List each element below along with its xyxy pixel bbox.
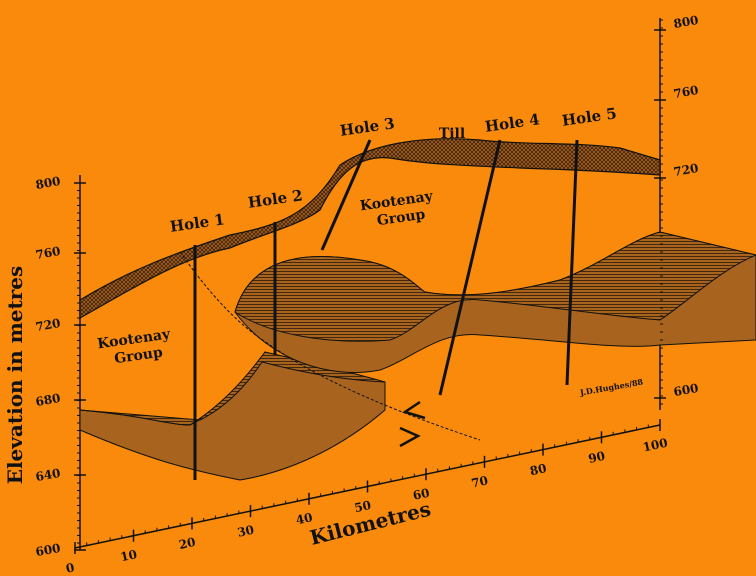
- hole-label: Hole 1: [169, 210, 226, 235]
- bottom-tick-label: 30: [236, 523, 255, 540]
- bottom-tick-label: 90: [587, 449, 606, 466]
- bottom-tick-label: 40: [295, 510, 314, 527]
- hole-label: Hole 5: [561, 104, 618, 129]
- right-tick-label: 800: [672, 13, 699, 31]
- right-tick-label: 720: [672, 161, 699, 179]
- hole-label: Hole 2: [247, 186, 304, 211]
- formation-line: Group: [376, 207, 427, 230]
- fault: [179, 251, 481, 441]
- right-tick-label: 600: [672, 381, 699, 399]
- credit: J.D.Hughes/88: [578, 377, 644, 398]
- formation-label: Kootenay Group: [359, 188, 441, 232]
- left-tick-label: 680: [34, 391, 61, 409]
- left-axis-title: Elevation in metres: [3, 266, 27, 485]
- left-tick-label: 640: [34, 466, 61, 484]
- bottom-tick-label: 10: [119, 547, 138, 564]
- arrows: [399, 400, 426, 448]
- till-band: [79, 138, 661, 320]
- bottom-tick-label: 60: [412, 486, 431, 503]
- left-tick-label: 600: [34, 541, 61, 559]
- right-tick-label: 760: [672, 83, 699, 101]
- bottom-tick-label: 80: [529, 461, 548, 478]
- left-tick-label: 760: [34, 244, 61, 262]
- formation-line: Group: [113, 345, 164, 368]
- drill-holes: [193, 139, 579, 480]
- bottom-tick-label: 50: [353, 498, 372, 515]
- left-tick-label: 800: [34, 174, 61, 192]
- bottom-tick-label: 100: [641, 436, 668, 455]
- formation-label: Kootenay Group: [96, 326, 178, 370]
- left-tick-label: 720: [34, 316, 61, 334]
- hole-label: Hole 3: [339, 114, 396, 139]
- bottom-tick-label: 70: [470, 473, 489, 490]
- bottom-tick-label: 20: [178, 535, 197, 552]
- hole-label: Hole 4: [484, 110, 541, 135]
- bottom-tick-label: 0: [65, 560, 76, 575]
- till-label: Till: [439, 126, 465, 142]
- strata: [79, 231, 756, 481]
